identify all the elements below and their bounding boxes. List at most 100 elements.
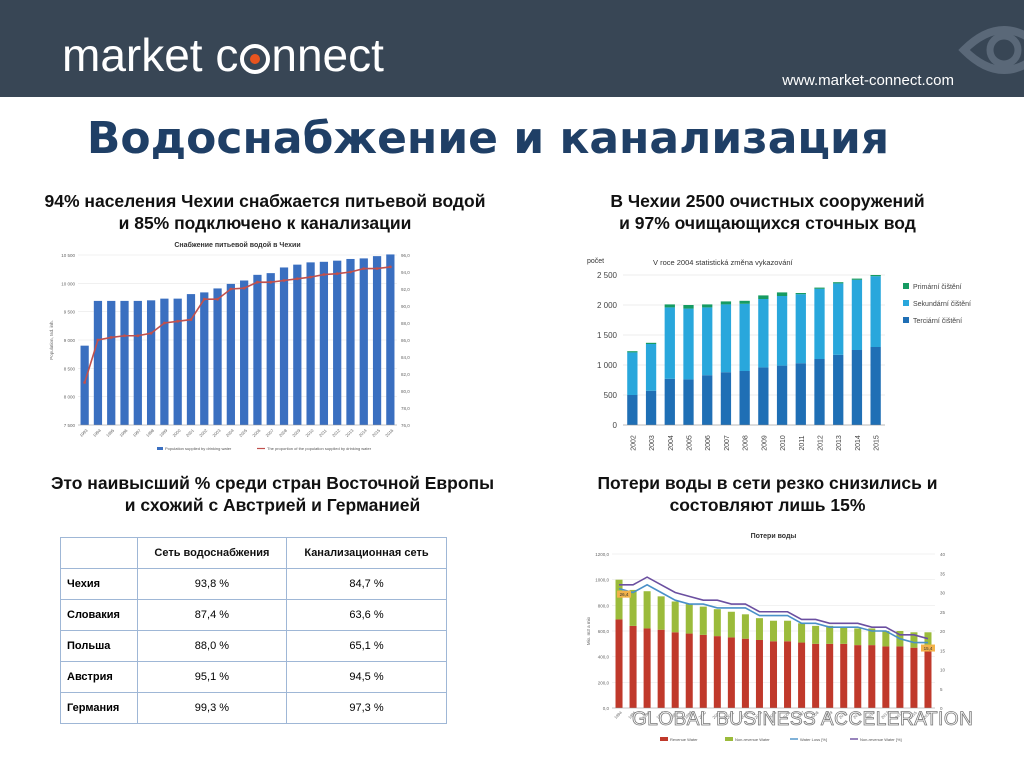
stacked-bar-segment <box>870 347 881 425</box>
caption-bl-line1: Это наивысший % среди стран Восточной Ев… <box>50 473 495 493</box>
x-tick-label: 2012 <box>818 435 825 451</box>
table-header-cell <box>60 537 138 569</box>
stacked-bar-segment <box>615 579 623 620</box>
line-point <box>375 267 379 270</box>
table-row: Австрия 95,1 % 94,5 % <box>60 661 448 693</box>
y-tick-label: 1 500 <box>597 331 618 340</box>
x-tick-label: 1997 <box>655 709 665 719</box>
legend-swatch <box>903 283 909 289</box>
stacked-bar-segment <box>643 591 651 629</box>
y2-tick-label: 78,0 <box>401 406 410 411</box>
x-tick-label: 1998 <box>145 427 156 438</box>
stacked-bar-segment <box>814 288 825 359</box>
stacked-bar-segment <box>882 646 890 708</box>
stacked-bar-segment <box>643 628 651 708</box>
y-tick-label: 0,0 <box>603 706 610 711</box>
bar <box>346 258 355 425</box>
line-point <box>282 279 286 282</box>
caption-tr-line2: и 97% очищающихся сточных вод <box>619 213 916 233</box>
stacked-bar-segment <box>814 359 825 425</box>
x-tick-label: 2005 <box>238 427 249 438</box>
annotation-box <box>617 590 632 598</box>
table-cell-country: Германия <box>60 692 138 724</box>
table-row: Словакия 87,4 % 63,6 % <box>60 599 448 631</box>
table-row: Чехия 93,8 % 84,7 % <box>60 568 448 600</box>
y-tick-label: 9 500 <box>64 310 76 315</box>
y-tick-label: 7 500 <box>64 423 76 428</box>
y-tick-label: 10 000 <box>61 281 75 286</box>
bar <box>226 283 235 425</box>
bar <box>120 300 129 425</box>
bar <box>386 254 395 425</box>
chart-title: V roce 2004 statistická změna vykazování <box>653 258 794 267</box>
y2-tick-label: 15 <box>940 648 946 653</box>
chart-title: Снабжение питьевой водой в Чехии <box>174 241 300 249</box>
legend-entry: Non-revenue Water [%] <box>860 737 902 742</box>
x-tick-label: 2011 <box>318 428 328 438</box>
table-header-row: Сеть водоснабжения Канализационная сеть <box>60 537 448 569</box>
line-point <box>242 286 246 290</box>
table-cell-value: 94,5 % <box>285 661 448 693</box>
caption-bottom-left: Это наивысший % среди стран Восточной Ев… <box>0 472 545 516</box>
x-tick-label: 2010 <box>780 435 787 451</box>
x-tick-label: 1995 <box>105 427 116 438</box>
y2-tick-label: 0 <box>940 706 943 711</box>
bar <box>359 258 368 425</box>
y-tick-label: 9 000 <box>64 338 76 343</box>
x-tick-label: 2010 <box>304 427 315 438</box>
x-tick-label: 2008 <box>743 435 750 451</box>
x-tick-label: 2003 <box>739 709 749 719</box>
stacked-bar-segment <box>924 632 932 648</box>
line-point <box>149 331 153 335</box>
stacked-bar-segment <box>645 342 657 344</box>
x-tick-label: 2008 <box>810 709 820 719</box>
stacked-bar-segment <box>645 344 657 391</box>
stacked-bar-segment <box>713 609 721 637</box>
y2-tick-label: 80,0 <box>401 389 410 394</box>
line-point <box>335 272 339 276</box>
stacked-bar-segment <box>882 631 890 647</box>
y2-tick-label: 40 <box>940 552 946 557</box>
y-tick-label: 2 500 <box>597 271 618 280</box>
bar <box>293 264 302 425</box>
line-point <box>123 334 126 338</box>
y-axis-label: Mio. m3 a mio <box>586 616 591 645</box>
y-tick-label: 8 000 <box>64 395 76 400</box>
stacked-bar-segment <box>657 596 665 630</box>
line-point <box>229 287 233 291</box>
y-tick-label: 1 000 <box>597 361 618 370</box>
stacked-bar-segment <box>776 292 788 296</box>
stacked-bar-segment <box>664 378 675 425</box>
stacked-bar-segment <box>713 636 721 708</box>
legend-entry: Sekundární čištění <box>913 301 971 308</box>
y2-tick-label: 86,0 <box>401 338 410 343</box>
bar <box>372 256 382 425</box>
market-connect-logo[interactable]: market c nnect <box>62 28 384 82</box>
x-tick-label: 1999 <box>683 709 693 719</box>
y-tick-label: 0 <box>613 421 618 430</box>
y-tick-label: 800,0 <box>598 603 610 608</box>
x-tick-label: 2002 <box>725 709 735 719</box>
site-url-link[interactable]: www.market-connect.com <box>782 72 954 89</box>
stacked-bar-segment <box>784 641 792 708</box>
y-axis-label: Population, tsd. inh. <box>49 320 54 360</box>
stacked-bar-segment <box>769 620 778 642</box>
y2-tick-label: 96,0 <box>401 253 410 258</box>
table-cell-value: 99,3 % <box>136 692 287 724</box>
x-tick-label: 1998 <box>669 709 679 719</box>
bar <box>253 274 262 425</box>
table-cell-value: 93,8 % <box>136 568 287 600</box>
chart-water-supply: Снабжение питьевой водой в Чехии 7 500 8 0… <box>45 235 435 455</box>
x-tick-label: 2016 <box>384 427 395 438</box>
y2-tick-label: 25 <box>940 610 946 615</box>
stacked-bar-segment <box>727 611 735 638</box>
y2-tick-label: 35 <box>940 571 946 576</box>
line-point <box>388 265 392 269</box>
x-tick-label: 2014 <box>894 709 904 719</box>
stacked-bar-segment <box>685 604 693 634</box>
stacked-bar-segment <box>776 365 788 425</box>
stacked-bar-segment <box>826 643 834 708</box>
y-tick-label: 600,0 <box>598 629 610 634</box>
series-line <box>618 583 928 644</box>
stacked-bar-segment <box>685 633 693 708</box>
